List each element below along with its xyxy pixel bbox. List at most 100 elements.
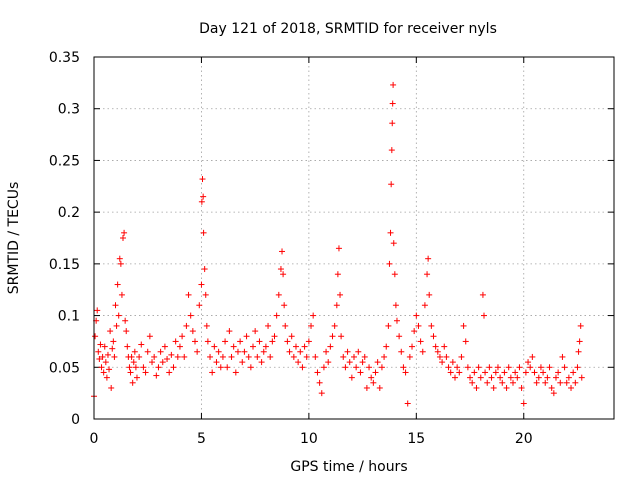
data-point	[325, 359, 332, 366]
data-point	[250, 343, 257, 350]
x-axis-label: GPS time / hours	[290, 459, 407, 475]
data-point	[386, 260, 393, 267]
data-point	[389, 100, 396, 107]
data-point	[98, 364, 105, 371]
data-point	[565, 374, 572, 381]
data-point	[542, 379, 549, 386]
data-point	[320, 364, 327, 371]
data-point	[262, 343, 269, 350]
data-point	[357, 369, 364, 376]
data-point	[174, 353, 181, 360]
data-point	[501, 369, 508, 376]
data-point	[398, 348, 405, 355]
data-point	[297, 348, 304, 355]
data-point	[510, 379, 517, 386]
data-point	[256, 338, 263, 345]
data-point	[557, 379, 564, 386]
data-point	[404, 400, 411, 407]
data-point	[425, 255, 432, 262]
data-point	[310, 312, 317, 319]
data-point	[445, 364, 452, 371]
data-point	[327, 343, 334, 350]
data-point	[333, 302, 340, 309]
data-point	[370, 379, 377, 386]
x-tick-label: 0	[90, 431, 99, 447]
data-point	[456, 369, 463, 376]
data-point	[239, 359, 246, 366]
data-point	[271, 333, 278, 340]
data-point	[531, 369, 538, 376]
data-point	[572, 379, 579, 386]
data-point	[544, 374, 551, 381]
data-point	[374, 359, 381, 366]
data-point	[114, 281, 121, 288]
data-point	[146, 333, 153, 340]
data-point	[574, 364, 581, 371]
data-point	[316, 379, 323, 386]
data-point	[419, 348, 426, 355]
data-point	[363, 384, 370, 391]
data-point	[101, 343, 108, 350]
data-point	[305, 338, 312, 345]
data-point	[117, 260, 124, 267]
data-point	[198, 281, 205, 288]
data-point	[290, 353, 297, 360]
data-point	[109, 345, 116, 352]
data-point	[153, 372, 160, 379]
data-point	[108, 384, 115, 391]
data-point	[344, 348, 351, 355]
data-point	[381, 353, 388, 360]
data-point	[217, 364, 224, 371]
data-point	[104, 351, 111, 358]
data-point	[124, 343, 131, 350]
data-point	[191, 338, 198, 345]
data-point	[123, 328, 130, 335]
data-point	[449, 359, 456, 366]
data-point	[499, 379, 506, 386]
data-point	[477, 374, 484, 381]
data-point	[436, 353, 443, 360]
data-point	[533, 379, 540, 386]
plot-frame	[93, 56, 615, 420]
data-point	[252, 328, 259, 335]
data-point	[372, 369, 379, 376]
data-point	[488, 374, 495, 381]
data-point	[494, 364, 501, 371]
data-point	[113, 322, 120, 329]
data-point	[284, 338, 291, 345]
data-point	[355, 348, 362, 355]
data-point	[337, 291, 344, 298]
data-point	[288, 333, 295, 340]
data-point	[516, 364, 523, 371]
data-point	[443, 353, 450, 360]
data-point	[505, 364, 512, 371]
data-point	[142, 369, 149, 376]
data-point	[127, 369, 134, 376]
data-point	[96, 356, 103, 363]
data-point	[269, 338, 276, 345]
data-point	[224, 364, 231, 371]
y-tick-label: 0.25	[49, 153, 80, 169]
data-point	[219, 353, 226, 360]
data-point	[390, 81, 397, 88]
data-point	[222, 338, 229, 345]
data-point	[578, 374, 585, 381]
data-point	[245, 353, 252, 360]
data-point	[359, 359, 366, 366]
data-point	[194, 348, 201, 355]
data-point	[200, 193, 207, 200]
data-point	[388, 147, 395, 154]
data-point	[95, 348, 102, 355]
data-point	[490, 384, 497, 391]
data-point	[273, 312, 280, 319]
data-point	[308, 322, 315, 329]
data-point	[527, 364, 534, 371]
y-tick-label: 0	[71, 412, 80, 428]
data-point	[366, 364, 373, 371]
data-point	[400, 364, 407, 371]
data-point	[479, 291, 486, 298]
data-point	[111, 353, 118, 360]
data-point	[409, 343, 416, 350]
data-point	[430, 333, 437, 340]
data-point	[161, 343, 168, 350]
